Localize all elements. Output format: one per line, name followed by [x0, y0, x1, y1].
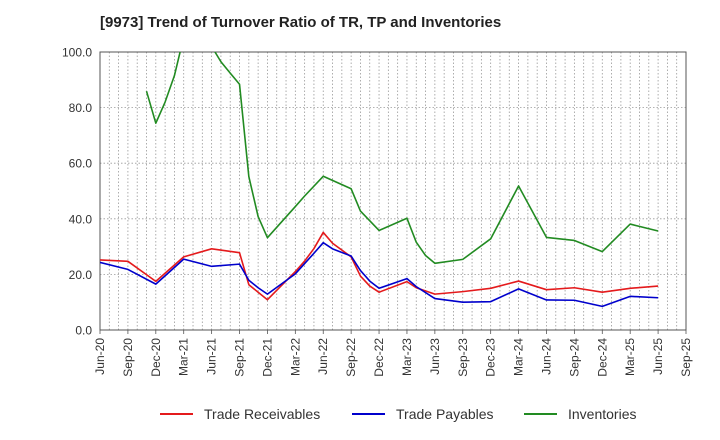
y-tick-label: 100.0: [62, 46, 92, 60]
legend-label-inventories: Inventories: [568, 406, 636, 422]
series-group: [100, 52, 659, 308]
series-line-trade-payables: [100, 241, 659, 308]
x-tick-label: Sep-23: [456, 338, 470, 377]
x-tick-label: Dec-23: [484, 338, 498, 377]
x-tick-label: Sep-21: [233, 338, 247, 377]
y-tick-label: 60.0: [69, 157, 93, 171]
series-line-inventories: [145, 52, 659, 265]
x-tick-label: Mar-23: [400, 338, 414, 376]
y-tick-label: 80.0: [69, 101, 93, 115]
x-tick-label: Jun-23: [428, 338, 442, 375]
plot-frame: [99, 51, 687, 331]
x-tick-label: Jun-22: [316, 338, 330, 375]
x-tick-label: Jun-24: [539, 338, 553, 375]
legend-label-trade-receivables: Trade Receivables: [204, 406, 320, 422]
x-tick-label: Mar-21: [177, 338, 191, 376]
x-tick-label: Sep-25: [679, 338, 693, 377]
x-tick-label: Jun-21: [205, 338, 219, 375]
x-tick-label: Dec-20: [149, 338, 163, 377]
y-tick-label: 20.0: [69, 268, 93, 282]
y-tick-label: 0.0: [75, 324, 92, 338]
chart-title: [9973] Trend of Turnover Ratio of TR, TP…: [100, 14, 502, 31]
x-tick-label: Jun-25: [651, 338, 665, 375]
x-tick-label: Sep-22: [344, 338, 358, 377]
x-tick-label: Sep-20: [121, 338, 135, 377]
x-tick-label: Sep-24: [567, 338, 581, 377]
x-tick-label: Dec-24: [595, 338, 609, 377]
y-tick-label: 40.0: [69, 212, 93, 226]
x-tick-label: Dec-22: [372, 338, 386, 377]
x-tick-label: Mar-24: [512, 338, 526, 376]
x-tick-label: Mar-25: [623, 338, 637, 376]
x-tick-label: Dec-21: [260, 338, 274, 377]
x-tick-label: Mar-22: [288, 338, 302, 376]
legend-label-trade-payables: Trade Payables: [396, 406, 494, 422]
x-tick-label: Jun-20: [93, 338, 107, 375]
